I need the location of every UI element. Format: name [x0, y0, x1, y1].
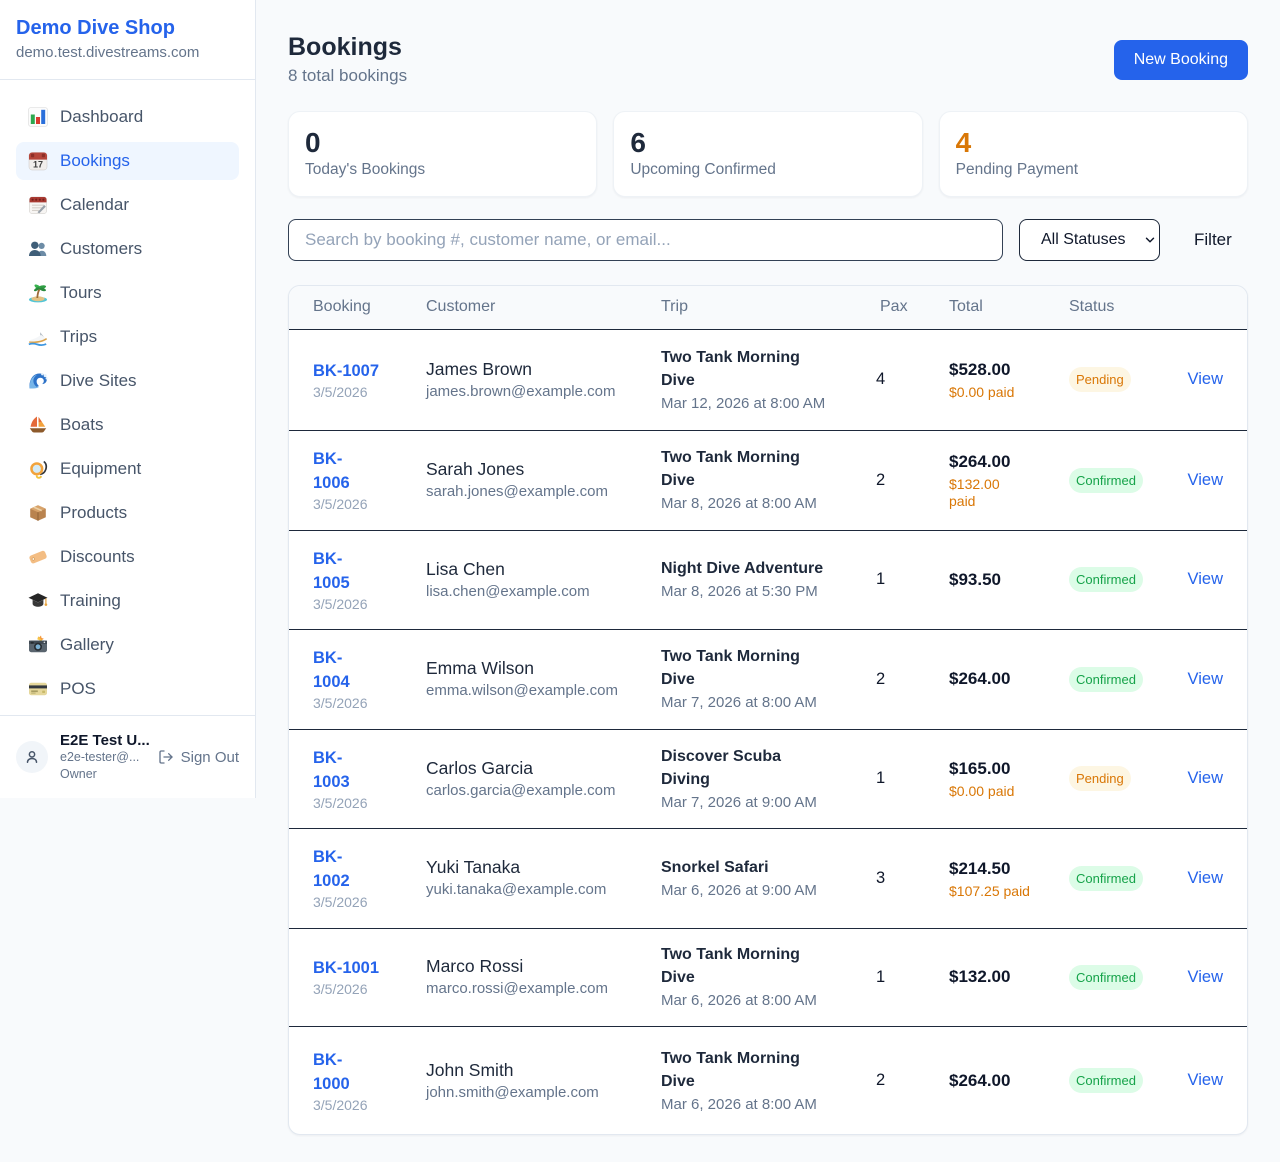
svg-text:17: 17: [33, 159, 43, 169]
